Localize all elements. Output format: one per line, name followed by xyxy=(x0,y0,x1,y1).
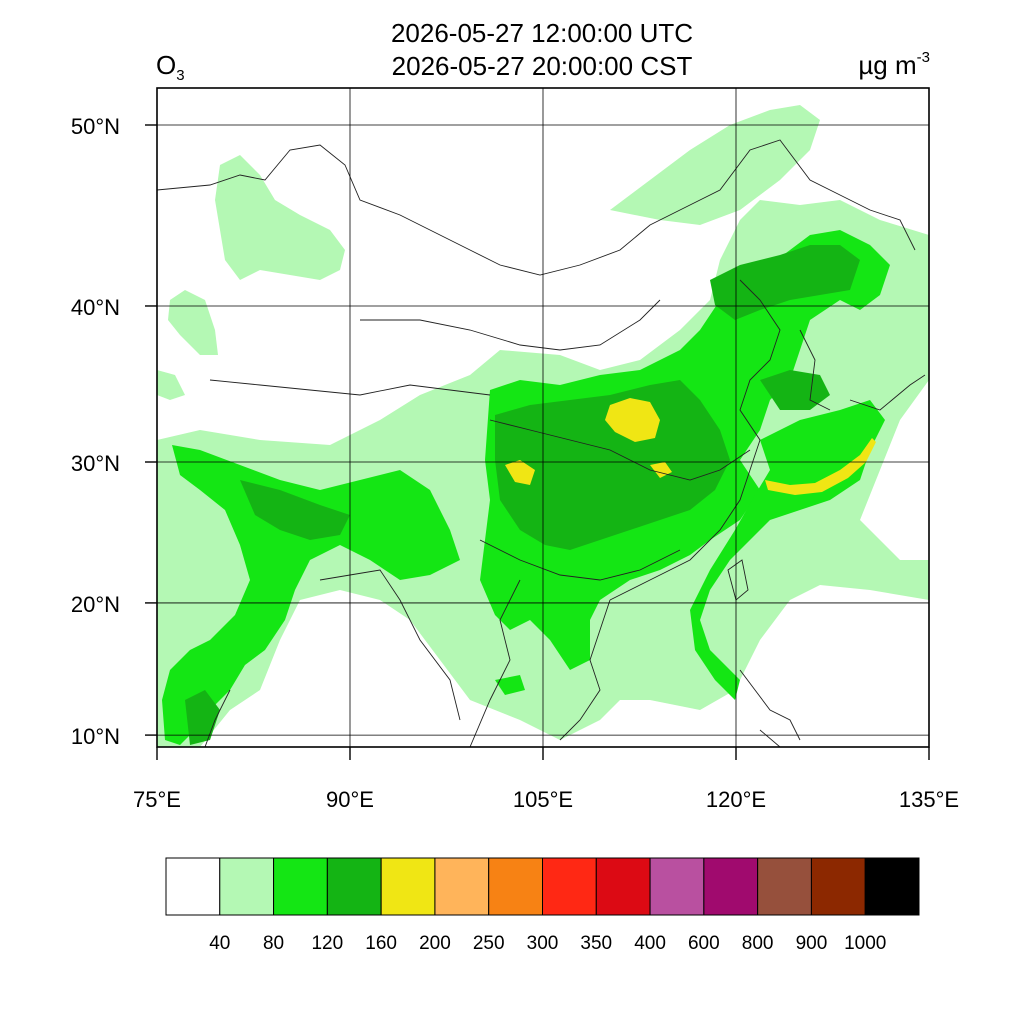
ozone-region-northeast-plain xyxy=(710,245,860,320)
title-utc-time: 2026-05-27 12:00:00 UTC xyxy=(390,18,694,48)
colorbar-label: 900 xyxy=(795,933,828,954)
coastline-indochina xyxy=(469,579,611,747)
ozone-region-korea-japan xyxy=(800,300,890,400)
ozone-region-sichuan-hubei xyxy=(495,380,730,550)
lon-tick-label: 90°E xyxy=(326,787,374,812)
lat-tick-label: 30°N xyxy=(70,451,120,476)
colorbar-label: 80 xyxy=(262,933,285,954)
unit-main: µg m xyxy=(858,50,917,80)
colorbar-swatch xyxy=(165,857,221,916)
ozone-region-west-edge xyxy=(157,370,185,400)
colorbar-label: 250 xyxy=(472,933,505,954)
coastline-korea-japan xyxy=(799,329,926,411)
lat-tick-label: 40°N xyxy=(70,294,120,320)
lon-tick-label: 120°E xyxy=(705,787,767,812)
coastline-taiwan xyxy=(727,559,749,601)
internal-boundary-south xyxy=(489,419,751,481)
colorbar-swatch xyxy=(219,857,275,916)
colorbar-label: 400 xyxy=(634,933,666,954)
internal-boundary-tibet xyxy=(209,379,491,396)
unit-label: µg m-3 xyxy=(858,50,930,78)
colorbar-label: 300 xyxy=(526,933,559,954)
coastline-east xyxy=(609,279,781,601)
ozone-region-xinjiang-north xyxy=(215,155,345,280)
colorbar-label: 200 xyxy=(419,933,451,954)
ozone-region-bay-island xyxy=(495,675,525,695)
colorbar-swatch xyxy=(488,857,544,916)
lat-tick-label: 20°N xyxy=(70,591,120,617)
colorbar-swatch xyxy=(434,857,490,916)
colorbar xyxy=(165,857,920,916)
colorbar-swatch xyxy=(703,857,759,916)
axis-ticks xyxy=(145,124,930,760)
colorbar-swatch xyxy=(810,857,866,916)
colorbar-swatch xyxy=(542,857,597,916)
colorbar-swatch xyxy=(380,857,436,916)
ozone-region-xinjiang-west xyxy=(168,290,218,355)
internal-boundary-north xyxy=(360,299,661,351)
lat-tick-label: 10°N xyxy=(70,724,120,750)
ozone-hotspot-east-sea-arc xyxy=(765,438,876,495)
colorbar-label: 40 xyxy=(209,933,231,954)
ozone-region-tibet-band xyxy=(240,480,350,540)
variable-label: O3 xyxy=(156,52,185,83)
colorbar-swatch xyxy=(649,857,705,916)
colorbar-swatch xyxy=(864,857,920,916)
unit-superscript: -3 xyxy=(916,49,930,66)
ozone-level-160-200 xyxy=(505,398,876,495)
colorbar-label: 120 xyxy=(311,933,344,954)
title-local-time: 2026-05-27 20:00:00 CST xyxy=(391,51,693,81)
variable-subscript: 3 xyxy=(176,67,185,84)
ozone-region-himalaya-india xyxy=(162,445,460,745)
graticule-grid xyxy=(157,88,929,747)
colorbar-label: 600 xyxy=(687,933,720,954)
lon-tick-label: 105°E xyxy=(512,787,574,812)
colorbar-label: 350 xyxy=(580,933,613,954)
colorbar-label: 1000 xyxy=(844,933,887,954)
colorbar-swatch xyxy=(326,857,382,916)
lon-tick-label: 75°E xyxy=(133,787,181,812)
ozone-hotspot-shanxi xyxy=(605,398,660,442)
colorbar-swatch xyxy=(757,857,812,916)
colorbar-label: 160 xyxy=(365,933,397,954)
lon-tick-label: 135°E xyxy=(898,787,960,812)
ozone-region-mongolia-northeast xyxy=(610,105,820,225)
lat-tick-label: 50°N xyxy=(70,114,120,139)
china-boundary-line xyxy=(157,139,916,276)
colorbar-label: 800 xyxy=(741,933,774,954)
ozone-hotspot-sichuan xyxy=(505,460,535,485)
colorbar-swatch xyxy=(273,857,328,916)
coastline-philippines xyxy=(739,669,801,747)
internal-boundary-southwest xyxy=(479,539,681,581)
colorbar-swatch xyxy=(595,857,651,916)
variable-main: O xyxy=(156,50,177,80)
